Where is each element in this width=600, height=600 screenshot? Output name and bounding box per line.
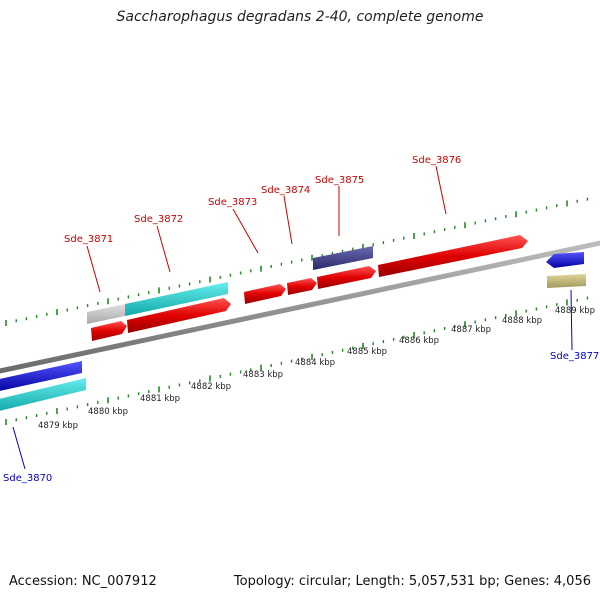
feature-olive-3877[interactable] [547, 274, 586, 288]
scale-label-4883: 4883 kbp [243, 370, 283, 380]
scale-label-4882: 4882 kbp [191, 382, 231, 392]
cds-sde-3874[interactable] [287, 278, 317, 295]
scale-labels: 4879 kbp 4880 kbp 4881 kbp 4882 kbp 4883… [38, 306, 595, 431]
inner-scale-ticks [5, 296, 589, 425]
gene-labels: Sde_3871 Sde_3872 Sde_3873 Sde_3874 Sde_… [3, 155, 599, 484]
gene-label-sde-3872: Sde_3872 [134, 214, 183, 225]
label-leaders [12, 165, 573, 470]
feature-blue-3877[interactable] [546, 252, 584, 268]
genome-backbone [0, 240, 600, 374]
map-title: Saccharophagus degradans 2-40, complete … [116, 9, 484, 25]
cds-sde-3876[interactable] [378, 235, 528, 277]
scale-label-4880: 4880 kbp [88, 407, 128, 417]
feature-cyan-3872[interactable] [125, 282, 228, 316]
cds-sde-3871[interactable] [91, 321, 127, 341]
feature-navy-3875[interactable] [313, 246, 373, 270]
scale-label-4885: 4885 kbp [347, 347, 387, 357]
gene-label-sde-3875: Sde_3875 [315, 175, 364, 186]
scale-label-4886: 4886 kbp [399, 336, 439, 346]
genome-summary-text: Topology: circular; Length: 5,057,531 bp… [233, 574, 591, 589]
gene-label-sde-3871: Sde_3871 [64, 234, 113, 245]
scale-label-4888: 4888 kbp [502, 316, 542, 326]
gene-label-sde-3870: Sde_3870 [3, 473, 52, 484]
accession-text: Accession: NC_007912 [9, 574, 157, 589]
cds-sde-3873[interactable] [244, 284, 286, 304]
feature-cyan-3870[interactable] [0, 378, 86, 412]
gene-label-sde-3876: Sde_3876 [412, 155, 461, 166]
scale-label-4879: 4879 kbp [38, 421, 78, 431]
scale-label-4887: 4887 kbp [451, 325, 491, 335]
gene-label-sde-3874: Sde_3874 [261, 185, 310, 196]
outer-scale-ticks [5, 197, 589, 326]
gene-label-sde-3877: Sde_3877 [550, 351, 599, 362]
gene-label-sde-3873: Sde_3873 [208, 197, 257, 208]
scale-label-4884: 4884 kbp [295, 358, 335, 368]
scale-label-4881: 4881 kbp [140, 394, 180, 404]
scale-label-4889: 4889 kbp [555, 306, 595, 316]
cds-sde-3875[interactable] [317, 266, 376, 289]
feature-gray[interactable] [87, 304, 125, 324]
cds-sde-3872[interactable] [127, 298, 231, 333]
cds-sde-3870[interactable] [0, 361, 82, 392]
